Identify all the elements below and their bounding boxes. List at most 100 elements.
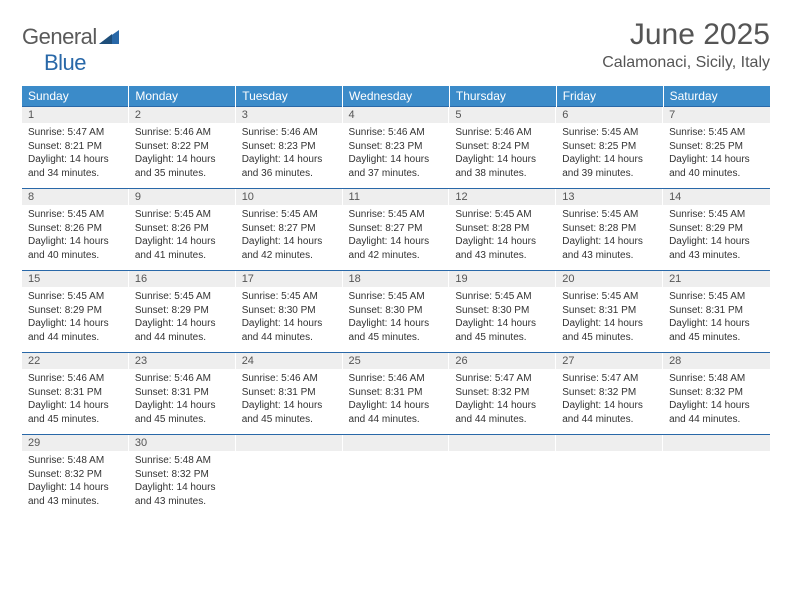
calendar-page: General Blue June 2025 Calamonaci, Sicil… (0, 0, 792, 534)
day-cell: 1Sunrise: 5:47 AMSunset: 8:21 PMDaylight… (22, 107, 129, 189)
page-header: General Blue June 2025 Calamonaci, Sicil… (22, 18, 770, 76)
day-number: 25 (343, 353, 450, 369)
day-number (343, 435, 450, 451)
day-body: Sunrise: 5:46 AMSunset: 8:23 PMDaylight:… (236, 123, 343, 188)
day-number: 22 (22, 353, 129, 369)
brand-word1: General (22, 24, 97, 49)
day-cell: 24Sunrise: 5:46 AMSunset: 8:31 PMDayligh… (236, 353, 343, 435)
day-number: 24 (236, 353, 343, 369)
day-body: Sunrise: 5:48 AMSunset: 8:32 PMDaylight:… (663, 369, 770, 434)
day-number: 1 (22, 107, 129, 123)
brand-logo: General Blue (22, 24, 119, 76)
day-body (663, 451, 770, 513)
week-row: 8Sunrise: 5:45 AMSunset: 8:26 PMDaylight… (22, 189, 770, 271)
weekday-header: Thursday (449, 86, 556, 107)
day-body: Sunrise: 5:45 AMSunset: 8:27 PMDaylight:… (343, 205, 450, 270)
day-cell: 4Sunrise: 5:46 AMSunset: 8:23 PMDaylight… (343, 107, 450, 189)
day-cell: 27Sunrise: 5:47 AMSunset: 8:32 PMDayligh… (556, 353, 663, 435)
day-cell: 20Sunrise: 5:45 AMSunset: 8:31 PMDayligh… (556, 271, 663, 353)
day-cell: 8Sunrise: 5:45 AMSunset: 8:26 PMDaylight… (22, 189, 129, 271)
day-cell: 15Sunrise: 5:45 AMSunset: 8:29 PMDayligh… (22, 271, 129, 353)
day-number: 14 (663, 189, 770, 205)
day-body: Sunrise: 5:46 AMSunset: 8:31 PMDaylight:… (22, 369, 129, 434)
weekday-header: Friday (556, 86, 663, 107)
day-body: Sunrise: 5:45 AMSunset: 8:26 PMDaylight:… (129, 205, 236, 270)
day-number: 27 (556, 353, 663, 369)
day-number: 11 (343, 189, 450, 205)
location-text: Calamonaci, Sicily, Italy (602, 54, 770, 72)
day-number: 3 (236, 107, 343, 123)
day-cell: 21Sunrise: 5:45 AMSunset: 8:31 PMDayligh… (663, 271, 770, 353)
day-cell: 2Sunrise: 5:46 AMSunset: 8:22 PMDaylight… (129, 107, 236, 189)
day-number: 23 (129, 353, 236, 369)
day-body: Sunrise: 5:46 AMSunset: 8:31 PMDaylight:… (129, 369, 236, 434)
day-body: Sunrise: 5:45 AMSunset: 8:31 PMDaylight:… (663, 287, 770, 352)
day-cell (236, 435, 343, 517)
day-cell: 10Sunrise: 5:45 AMSunset: 8:27 PMDayligh… (236, 189, 343, 271)
day-number: 13 (556, 189, 663, 205)
day-number: 17 (236, 271, 343, 287)
day-body: Sunrise: 5:45 AMSunset: 8:28 PMDaylight:… (556, 205, 663, 270)
day-body: Sunrise: 5:48 AMSunset: 8:32 PMDaylight:… (22, 451, 129, 516)
day-cell (343, 435, 450, 517)
day-cell: 19Sunrise: 5:45 AMSunset: 8:30 PMDayligh… (449, 271, 556, 353)
day-body: Sunrise: 5:45 AMSunset: 8:29 PMDaylight:… (129, 287, 236, 352)
calendar-body: 1Sunrise: 5:47 AMSunset: 8:21 PMDaylight… (22, 107, 770, 517)
brand-word2: Blue (44, 50, 86, 75)
day-number: 26 (449, 353, 556, 369)
day-body: Sunrise: 5:46 AMSunset: 8:22 PMDaylight:… (129, 123, 236, 188)
day-number (556, 435, 663, 451)
week-row: 29Sunrise: 5:48 AMSunset: 8:32 PMDayligh… (22, 435, 770, 517)
weekday-header-row: SundayMondayTuesdayWednesdayThursdayFrid… (22, 86, 770, 107)
day-body: Sunrise: 5:48 AMSunset: 8:32 PMDaylight:… (129, 451, 236, 516)
day-number: 12 (449, 189, 556, 205)
day-number: 7 (663, 107, 770, 123)
day-cell: 12Sunrise: 5:45 AMSunset: 8:28 PMDayligh… (449, 189, 556, 271)
day-cell: 30Sunrise: 5:48 AMSunset: 8:32 PMDayligh… (129, 435, 236, 517)
day-cell: 18Sunrise: 5:45 AMSunset: 8:30 PMDayligh… (343, 271, 450, 353)
day-body: Sunrise: 5:45 AMSunset: 8:25 PMDaylight:… (556, 123, 663, 188)
week-row: 22Sunrise: 5:46 AMSunset: 8:31 PMDayligh… (22, 353, 770, 435)
day-body: Sunrise: 5:45 AMSunset: 8:30 PMDaylight:… (449, 287, 556, 352)
brand-text: General Blue (22, 24, 119, 76)
month-title: June 2025 (602, 18, 770, 52)
day-number: 10 (236, 189, 343, 205)
day-body (556, 451, 663, 513)
day-number (449, 435, 556, 451)
day-body (449, 451, 556, 513)
day-number: 15 (22, 271, 129, 287)
day-body: Sunrise: 5:45 AMSunset: 8:25 PMDaylight:… (663, 123, 770, 188)
weekday-header: Monday (129, 86, 236, 107)
day-body: Sunrise: 5:45 AMSunset: 8:27 PMDaylight:… (236, 205, 343, 270)
day-number: 28 (663, 353, 770, 369)
day-number: 9 (129, 189, 236, 205)
day-number: 18 (343, 271, 450, 287)
day-number: 21 (663, 271, 770, 287)
day-cell: 28Sunrise: 5:48 AMSunset: 8:32 PMDayligh… (663, 353, 770, 435)
day-number: 8 (22, 189, 129, 205)
day-body: Sunrise: 5:46 AMSunset: 8:24 PMDaylight:… (449, 123, 556, 188)
day-cell: 9Sunrise: 5:45 AMSunset: 8:26 PMDaylight… (129, 189, 236, 271)
day-body: Sunrise: 5:45 AMSunset: 8:26 PMDaylight:… (22, 205, 129, 270)
day-cell: 6Sunrise: 5:45 AMSunset: 8:25 PMDaylight… (556, 107, 663, 189)
day-cell: 7Sunrise: 5:45 AMSunset: 8:25 PMDaylight… (663, 107, 770, 189)
day-number: 5 (449, 107, 556, 123)
day-cell (449, 435, 556, 517)
week-row: 15Sunrise: 5:45 AMSunset: 8:29 PMDayligh… (22, 271, 770, 353)
day-number: 29 (22, 435, 129, 451)
day-cell: 16Sunrise: 5:45 AMSunset: 8:29 PMDayligh… (129, 271, 236, 353)
day-number: 2 (129, 107, 236, 123)
day-cell: 13Sunrise: 5:45 AMSunset: 8:28 PMDayligh… (556, 189, 663, 271)
day-body: Sunrise: 5:45 AMSunset: 8:30 PMDaylight:… (343, 287, 450, 352)
day-number: 6 (556, 107, 663, 123)
day-body: Sunrise: 5:46 AMSunset: 8:31 PMDaylight:… (236, 369, 343, 434)
day-body: Sunrise: 5:45 AMSunset: 8:30 PMDaylight:… (236, 287, 343, 352)
day-number: 16 (129, 271, 236, 287)
day-cell: 26Sunrise: 5:47 AMSunset: 8:32 PMDayligh… (449, 353, 556, 435)
weekday-header: Saturday (663, 86, 770, 107)
day-body: Sunrise: 5:45 AMSunset: 8:29 PMDaylight:… (663, 205, 770, 270)
title-block: June 2025 Calamonaci, Sicily, Italy (602, 18, 770, 72)
day-body: Sunrise: 5:47 AMSunset: 8:21 PMDaylight:… (22, 123, 129, 188)
day-number: 20 (556, 271, 663, 287)
day-body: Sunrise: 5:45 AMSunset: 8:29 PMDaylight:… (22, 287, 129, 352)
